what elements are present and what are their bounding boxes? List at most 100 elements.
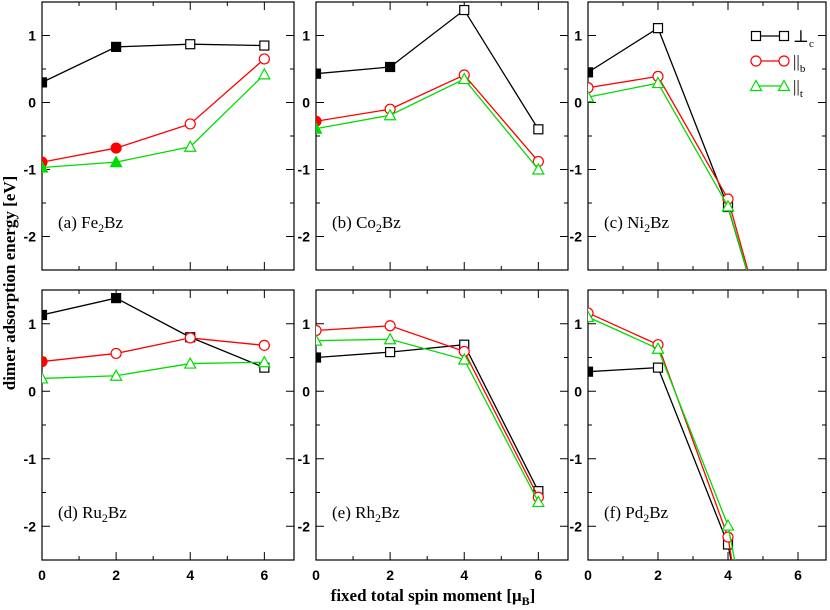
x-tick-label: 2 — [112, 567, 120, 583]
panel-label-f: (f) Pd2Bz — [604, 503, 669, 525]
series-line-par_t — [42, 361, 265, 380]
panel-data-e — [316, 320, 545, 508]
data-point-par_t — [42, 160, 49, 173]
data-point-par_t — [42, 371, 49, 384]
data-point-perp — [259, 40, 270, 51]
panel-data-c — [588, 23, 749, 270]
y-tick-label: 0 — [302, 95, 310, 111]
panel-data-d — [42, 293, 271, 384]
legend-marker-par_b — [778, 55, 790, 67]
panel-label-e: (e) Rh2Bz — [332, 503, 400, 525]
data-point-perp — [588, 366, 594, 377]
series-line-par_t — [588, 82, 748, 270]
panel-data-f — [588, 307, 736, 560]
legend-marker-perp — [778, 30, 790, 42]
y-tick-label: 0 — [574, 383, 582, 399]
data-point-par_t — [457, 72, 471, 85]
legend-label-par_b: ||b — [793, 52, 806, 75]
data-point-par_b — [316, 324, 322, 337]
panel-label-d: (d) Ru2Bz — [58, 503, 127, 525]
panel-label-b: (b) Co2Bz — [332, 213, 401, 235]
y-tick-label: 1 — [574, 316, 582, 332]
x-tick-label: 6 — [794, 567, 802, 583]
y-tick-label: -1 — [298, 162, 311, 178]
x-tick-label: 4 — [724, 567, 732, 583]
data-point-par_t — [316, 333, 323, 346]
data-point-par_b — [258, 53, 270, 65]
y-tick-label: -2 — [24, 229, 37, 245]
data-point-par_b — [110, 142, 122, 154]
legend: ⊥c ||b ||t — [749, 27, 814, 100]
y-tick-label: -1 — [298, 451, 311, 467]
data-point-par_b — [184, 332, 196, 344]
y-tick-label: 1 — [28, 28, 36, 44]
y-tick-label: -2 — [570, 518, 583, 534]
data-point-perp — [42, 77, 48, 88]
data-point-perp — [185, 39, 196, 50]
data-point-par_t — [257, 355, 271, 368]
data-point-par_t — [721, 518, 735, 531]
series-line-perp — [588, 366, 732, 560]
data-point-perp — [652, 23, 664, 34]
series-line-par_b — [42, 337, 265, 363]
data-point-par_t — [183, 356, 197, 369]
y-axis-label: dimer adsorption energy [eV] — [0, 176, 19, 391]
data-point-par_b — [184, 118, 196, 130]
data-point-par_t — [588, 310, 595, 323]
y-tick-label: 0 — [28, 95, 36, 111]
data-point-par_t — [721, 199, 735, 212]
x-tick-label: 6 — [260, 567, 268, 583]
legend-marker-perp — [750, 30, 762, 42]
x-tick-label: 4 — [460, 567, 468, 583]
data-point-par_t — [257, 67, 271, 80]
data-point-par_b — [110, 347, 122, 360]
data-point-perp — [385, 347, 396, 358]
series-line-perp — [42, 43, 265, 83]
series-line-par_t — [42, 73, 265, 169]
series-line-perp — [42, 297, 265, 369]
x-tick-label: 2 — [654, 567, 662, 583]
data-point-par_t — [383, 108, 397, 121]
y-tick-label: -1 — [24, 451, 37, 467]
x-tick-label: 0 — [312, 567, 320, 583]
y-tick-label: 1 — [28, 316, 36, 332]
data-point-par_t — [316, 121, 323, 134]
panel-label-c: (c) Ni2Bz — [604, 213, 669, 235]
y-tick-label: -2 — [298, 229, 311, 245]
series-line-perp — [316, 343, 539, 492]
series-line-par_t — [588, 316, 736, 560]
data-point-par_b — [588, 82, 594, 94]
data-point-par_t — [109, 368, 123, 381]
series-line-par_b — [588, 75, 749, 270]
data-point-perp — [533, 124, 544, 135]
data-point-perp — [316, 68, 322, 79]
data-point-par_b — [42, 355, 48, 368]
y-tick-label: -1 — [570, 451, 583, 467]
x-tick-label: 6 — [534, 567, 542, 583]
y-tick-label: 1 — [574, 28, 582, 44]
series-line-par_b — [316, 74, 539, 162]
data-point-par_t — [531, 162, 545, 175]
y-tick-label: 0 — [28, 383, 36, 399]
y-tick-label: 1 — [302, 28, 310, 44]
data-point-perp — [588, 67, 594, 78]
y-tick-label: 0 — [302, 383, 310, 399]
data-point-par_b — [258, 339, 270, 351]
panel-data-a — [42, 39, 271, 173]
x-axis-label: fixed total spin moment [μB] — [331, 586, 536, 608]
y-tick-label: 0 — [574, 95, 582, 111]
series-line-par_b — [588, 312, 733, 560]
y-tick-label: -1 — [570, 162, 583, 178]
panel-data-b — [316, 4, 545, 175]
data-point-perp — [111, 293, 122, 304]
data-point-par_t — [383, 332, 397, 345]
data-point-par_t — [651, 76, 665, 89]
y-tick-label: -2 — [24, 518, 37, 534]
series-line-par_b — [316, 325, 539, 498]
data-point-perp — [459, 4, 470, 16]
data-point-perp — [111, 41, 122, 52]
legend-label-par_t: ||t — [793, 77, 803, 100]
legend-marker-par_t — [749, 79, 763, 92]
y-tick-label: 1 — [302, 316, 310, 332]
series-line-perp — [316, 9, 539, 130]
